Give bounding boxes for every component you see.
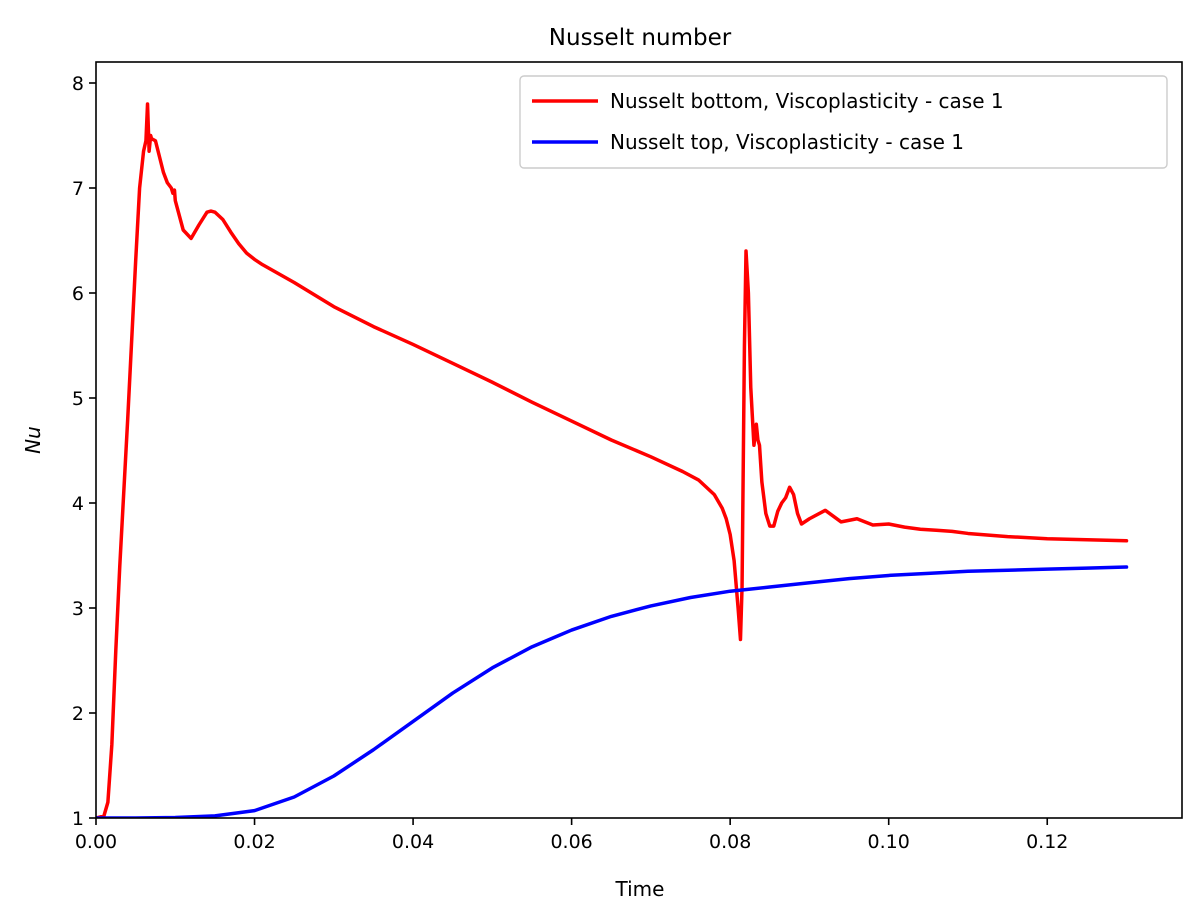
x-tick-label: 0.12 — [1026, 831, 1068, 853]
series-line-1 — [96, 102, 1129, 818]
legend-label-1: Nusselt bottom, Viscoplasticity - case 1 — [610, 89, 1004, 113]
legend: Nusselt bottom, Viscoplasticity - case 1… — [519, 75, 1168, 169]
y-tick-label: 5 — [72, 388, 84, 410]
legend-box — [519, 75, 1168, 169]
axes: 0.00 0.02 0.04 0.06 0.08 0.10 0.12 1 2 3 4 5 6 7 8 — [72, 61, 1183, 853]
y-tick-label: 1 — [72, 808, 84, 830]
x-tick-label: 0.06 — [550, 831, 592, 853]
x-tick-label: 0.02 — [233, 831, 275, 853]
axes-frame — [95, 61, 1183, 819]
y-tick-label: 2 — [72, 703, 84, 725]
x-tick-label: 0.10 — [868, 831, 910, 853]
plot-area — [96, 102, 1129, 818]
y-axis-label: Nu — [21, 426, 45, 454]
y-tick-label: 3 — [72, 598, 84, 620]
y-tick-label: 4 — [72, 493, 84, 515]
legend-label-2: Nusselt top, Viscoplasticity - case 1 — [610, 130, 964, 154]
y-tick-label: 8 — [72, 73, 84, 95]
x-tick-label: 0.00 — [75, 831, 117, 853]
y-tick-label: 7 — [72, 178, 84, 200]
series-line-2 — [96, 565, 1129, 818]
x-axis-label: Time — [615, 877, 665, 901]
x-tick-label: 0.08 — [709, 831, 751, 853]
x-tick-label: 0.04 — [392, 831, 434, 853]
chart-title: Nusselt number — [549, 25, 732, 51]
y-tick-label: 6 — [72, 283, 84, 305]
